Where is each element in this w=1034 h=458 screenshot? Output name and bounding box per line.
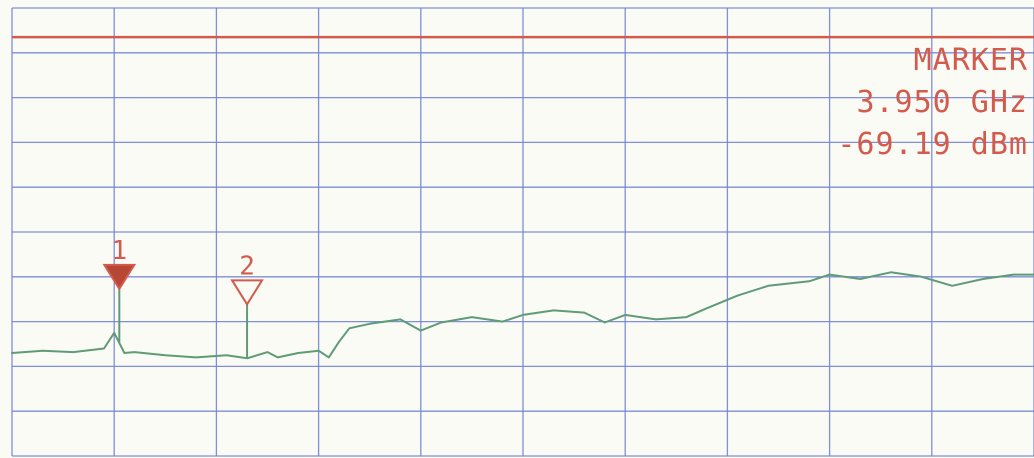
marker-1-label: 1 — [111, 236, 127, 266]
spectrum-trace — [11, 271, 1034, 360]
marker-readout-amplitude: -69.19 dBm — [837, 127, 1028, 162]
marker-2-label: 2 — [239, 251, 255, 281]
marker-readout-frequency: 3.950 GHz — [856, 85, 1028, 120]
marker-1-triangle — [102, 263, 137, 291]
marker-2-triangle — [230, 279, 264, 307]
marker-readout-title: MARKER — [913, 43, 1028, 78]
